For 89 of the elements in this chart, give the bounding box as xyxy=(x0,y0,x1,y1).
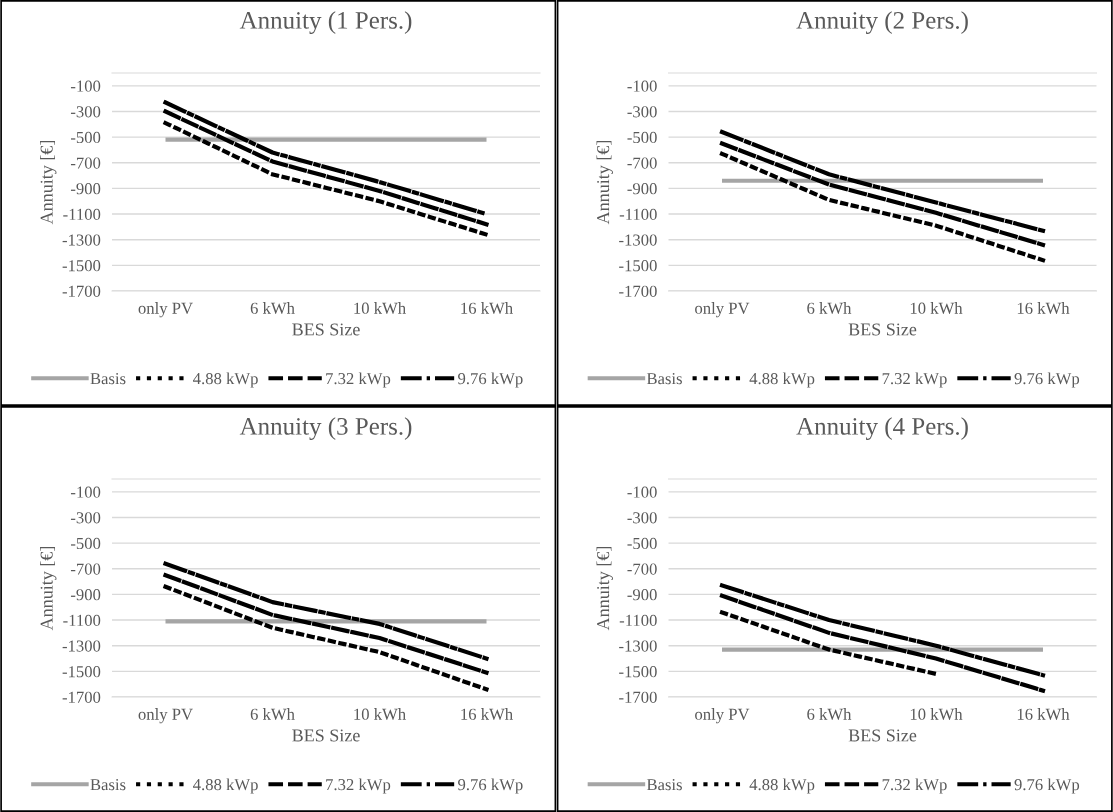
y-tick-label: -500 xyxy=(70,537,101,550)
y-axis-title: Annuity [€] xyxy=(40,140,57,225)
legend-label: 4.88 kWp xyxy=(749,372,815,388)
line-series xyxy=(163,561,489,661)
x-tick-label: only PV xyxy=(695,708,750,724)
y-tick-label: -500 xyxy=(627,537,657,550)
y-tick-label: -300 xyxy=(70,106,101,118)
x-tick-label: 6 kWh xyxy=(807,708,852,720)
y-tick-label: -900 xyxy=(627,589,657,601)
y-tick-label: -1500 xyxy=(619,260,657,272)
line-series xyxy=(719,141,1046,247)
y-tick-label: -1700 xyxy=(62,285,101,297)
x-tick-label: 6 kWh xyxy=(250,708,295,720)
y-tick-label: -900 xyxy=(627,183,657,195)
x-tick-label: 16 kWh xyxy=(1017,302,1070,314)
y-tick-label: -1300 xyxy=(619,640,657,652)
legend-label: 9.76 kWp xyxy=(458,372,523,388)
y-tick-label: -700 xyxy=(627,157,657,169)
legend-label: 4.88 kWp xyxy=(193,778,258,794)
y-tick-label: -700 xyxy=(627,563,657,575)
legend-label: Basis xyxy=(646,373,682,385)
x-axis-title: BES Size xyxy=(848,729,917,742)
chart-title: Annuity (1 Pers.) xyxy=(239,11,412,34)
x-tick-label: 10 kWh xyxy=(910,302,963,314)
legend-label: 7.32 kWp xyxy=(882,778,947,794)
x-axis-title: BES Size xyxy=(292,729,360,742)
line-series xyxy=(719,583,1046,678)
x-axis-title: BES Size xyxy=(848,323,917,336)
y-tick-label: -1500 xyxy=(62,666,101,678)
y-tick-label: -1700 xyxy=(62,691,101,703)
line-series xyxy=(719,593,1046,693)
y-tick-label: -900 xyxy=(70,589,101,601)
legend-label: Basis xyxy=(90,779,126,791)
x-tick-label: only PV xyxy=(138,708,193,724)
legend-label: 9.76 kWp xyxy=(1014,778,1080,794)
chart-title: Annuity (2 Pers.) xyxy=(796,11,968,34)
y-tick-label: -100 xyxy=(70,486,101,498)
y-tick-label: -100 xyxy=(627,80,657,92)
y-tick-label: -1100 xyxy=(619,614,657,627)
y-tick-label: -1300 xyxy=(62,234,101,246)
y-tick-label: -1300 xyxy=(62,640,101,652)
legend-label: 4.88 kWp xyxy=(749,778,815,794)
chart-title: Annuity (3 Pers.) xyxy=(239,417,412,440)
y-tick-label: -700 xyxy=(70,563,101,575)
y-tick-label: -100 xyxy=(627,486,657,498)
legend-label: 7.32 kWp xyxy=(882,372,947,388)
x-tick-label: 10 kWh xyxy=(354,302,406,314)
legend-label: 7.32 kWp xyxy=(326,778,391,794)
chart-title: Annuity (4 Pers.) xyxy=(796,417,968,440)
y-axis-title: Annuity [€] xyxy=(596,546,613,631)
line-series xyxy=(163,573,489,675)
line-series xyxy=(719,151,1046,263)
y-tick-label: -300 xyxy=(627,512,657,524)
x-tick-label: only PV xyxy=(695,302,750,318)
legend-label: 4.88 kWp xyxy=(193,372,258,388)
y-tick-label: -1500 xyxy=(619,666,657,678)
line-series xyxy=(719,129,1046,233)
x-tick-label: 10 kWh xyxy=(354,708,406,720)
line-series xyxy=(163,120,489,237)
x-tick-label: 16 kWh xyxy=(1017,708,1070,720)
legend-label: 9.76 kWp xyxy=(1014,372,1080,388)
x-tick-label: 10 kWh xyxy=(910,708,963,720)
legend-label: Basis xyxy=(90,373,126,385)
x-tick-label: 6 kWh xyxy=(250,302,295,314)
y-tick-label: -700 xyxy=(70,157,101,169)
legend-label: 9.76 kWp xyxy=(458,778,523,794)
y-tick-label: -300 xyxy=(627,106,657,118)
y-tick-label: -1100 xyxy=(619,208,657,221)
x-tick-label: only PV xyxy=(138,302,193,318)
y-tick-label: -1300 xyxy=(619,234,657,246)
y-tick-label: -500 xyxy=(627,131,657,144)
legend-label: Basis xyxy=(646,779,682,791)
y-axis-title: Annuity [€] xyxy=(40,546,57,631)
x-tick-label: 6 kWh xyxy=(807,302,852,314)
y-tick-label: -900 xyxy=(70,183,101,195)
x-tick-label: 16 kWh xyxy=(461,708,513,720)
y-tick-label: -100 xyxy=(70,80,101,92)
line-series xyxy=(163,584,489,692)
legend-label: 7.32 kWp xyxy=(326,372,391,388)
y-tick-label: -1500 xyxy=(62,260,101,272)
y-axis-title: Annuity [€] xyxy=(596,140,613,225)
x-axis-title: BES Size xyxy=(292,323,360,336)
y-tick-label: -300 xyxy=(70,512,101,524)
y-tick-label: -1100 xyxy=(63,208,101,221)
y-tick-label: -1700 xyxy=(619,285,657,297)
y-tick-label: -1700 xyxy=(619,691,657,703)
x-tick-label: 16 kWh xyxy=(461,302,513,314)
y-tick-label: -500 xyxy=(70,131,101,144)
y-tick-label: -1100 xyxy=(63,614,101,627)
